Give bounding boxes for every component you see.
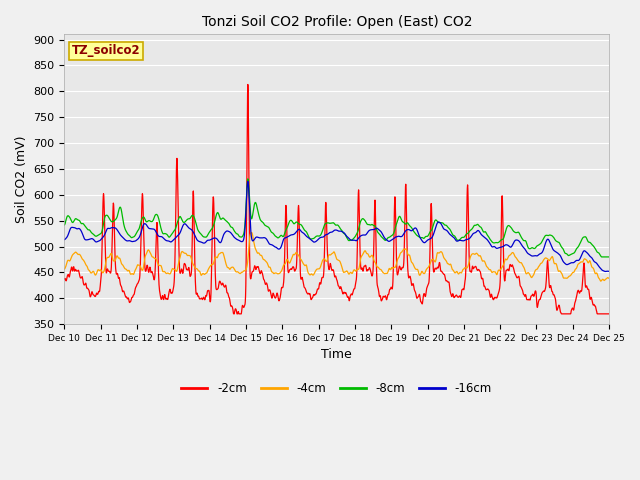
Legend: -2cm, -4cm, -8cm, -16cm: -2cm, -4cm, -8cm, -16cm bbox=[177, 377, 497, 399]
-4cm bbox=[353, 267, 360, 273]
-16cm bbox=[365, 228, 372, 234]
-8cm bbox=[495, 239, 503, 245]
-8cm bbox=[61, 222, 68, 228]
Y-axis label: Soil CO2 (mV): Soil CO2 (mV) bbox=[15, 135, 28, 223]
-16cm bbox=[61, 237, 68, 242]
Line: -2cm: -2cm bbox=[65, 84, 609, 314]
-16cm bbox=[602, 269, 609, 275]
-16cm bbox=[244, 179, 252, 184]
-16cm bbox=[605, 268, 613, 274]
Text: TZ_soilco2: TZ_soilco2 bbox=[72, 45, 140, 58]
-8cm bbox=[598, 254, 605, 260]
-2cm bbox=[557, 311, 565, 317]
-4cm bbox=[212, 254, 220, 260]
-8cm bbox=[365, 222, 372, 228]
-16cm bbox=[212, 236, 220, 241]
-4cm bbox=[557, 270, 565, 276]
-8cm bbox=[605, 254, 613, 260]
-4cm bbox=[495, 267, 503, 273]
Line: -16cm: -16cm bbox=[65, 181, 609, 272]
-2cm bbox=[605, 311, 613, 317]
-2cm bbox=[365, 267, 372, 273]
-16cm bbox=[557, 254, 565, 260]
Title: Tonzi Soil CO2 Profile: Open (East) CO2: Tonzi Soil CO2 Profile: Open (East) CO2 bbox=[202, 15, 472, 29]
-2cm bbox=[573, 294, 580, 300]
-2cm bbox=[495, 287, 503, 293]
-2cm bbox=[230, 311, 237, 317]
X-axis label: Time: Time bbox=[321, 348, 352, 361]
-4cm bbox=[365, 252, 372, 258]
-2cm bbox=[61, 276, 68, 282]
-8cm bbox=[353, 231, 360, 237]
-8cm bbox=[573, 246, 580, 252]
-2cm bbox=[353, 267, 361, 273]
-16cm bbox=[573, 258, 580, 264]
-16cm bbox=[353, 238, 360, 243]
-8cm bbox=[212, 212, 220, 218]
-2cm bbox=[244, 82, 252, 87]
-4cm bbox=[573, 265, 580, 271]
-4cm bbox=[605, 276, 613, 281]
-4cm bbox=[248, 229, 255, 235]
Line: -4cm: -4cm bbox=[65, 232, 609, 281]
Line: -8cm: -8cm bbox=[65, 179, 609, 257]
-16cm bbox=[495, 245, 503, 251]
-4cm bbox=[61, 266, 68, 272]
-2cm bbox=[212, 287, 220, 292]
-4cm bbox=[597, 278, 605, 284]
-8cm bbox=[244, 176, 252, 182]
-8cm bbox=[557, 244, 565, 250]
